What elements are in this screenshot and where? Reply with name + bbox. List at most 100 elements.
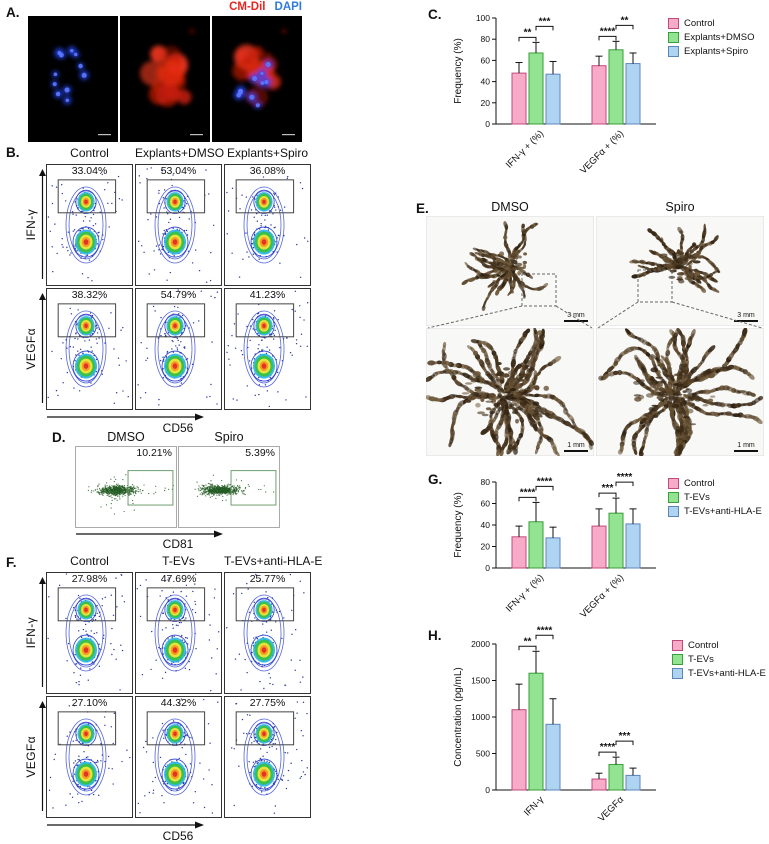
explant-image: 3 mm	[426, 216, 594, 326]
scale-text: 3 mm	[737, 312, 755, 319]
fluorescence-image-dapi	[28, 16, 118, 142]
scale-bar: 3 mm	[734, 312, 758, 322]
gate-percentage: 41.23%	[249, 289, 286, 301]
chart-g: 0 20 40 60 80 Frequency (%) IFN-γ + (%) **** ***…	[420, 470, 769, 626]
column-title: Explants+DMSO	[135, 146, 225, 160]
panel-label-g: G.	[428, 472, 443, 487]
y-axis-vegfa: VEGFα	[24, 696, 46, 818]
gate-percentage: 53.04%	[160, 165, 197, 177]
gate-percentage: 47.69%	[160, 573, 197, 585]
legend-label: Explants+DMSO	[684, 32, 755, 43]
chart-c: 0 20 40 60 80 100 Frequency (%) IFN-γ + (%) ** **…	[420, 4, 769, 186]
explant-canvas	[596, 216, 764, 326]
flow-plot-canvas	[224, 572, 311, 694]
x-axis-label: CD56	[162, 421, 194, 435]
svg-text:***: ***	[539, 16, 551, 27]
legend-label: T-EVs	[688, 654, 714, 665]
fluorescence-image-cmdil	[120, 16, 210, 142]
y-axis-ifn: IFN-γ	[24, 164, 46, 286]
x-axis-label: CD56	[162, 829, 194, 843]
y-axis-ifn: IFN-γ	[24, 572, 46, 694]
dot-plot: 10.21%	[75, 446, 177, 528]
y-axis-arrow-icon	[39, 293, 46, 403]
legend-label: T-EVs	[684, 492, 710, 503]
scale-text: 3 mm	[567, 312, 585, 319]
panel-d-dotplots: DMSO Spiro 10.21% 5.39% CD81	[40, 430, 292, 555]
svg-text:VEGFα + (%): VEGFα + (%)	[578, 128, 626, 176]
legend-item: Explants+Spiro	[668, 46, 755, 57]
legend-label: Control	[684, 18, 715, 29]
gate-percentage: 25.77%	[249, 573, 286, 585]
legend-c: Control Explants+DMSO Explants+Spiro	[668, 18, 755, 57]
scale-text: 1 mm	[567, 442, 585, 449]
flow-plot: 25.77%	[224, 572, 311, 694]
legend-label: Explants+Spiro	[684, 46, 749, 57]
gate-percentage: 54.79%	[160, 289, 197, 301]
explant-canvas	[596, 328, 764, 456]
legend-swatch	[668, 478, 679, 489]
legend-item: Explants+DMSO	[668, 32, 755, 43]
gate-percentage: 27.10%	[71, 697, 108, 709]
legend-item: T-EVs+anti-HLA-E	[672, 668, 766, 679]
chart-h: 0 500 1000 1500 2000 Concentration (pg/mL) IFN…	[420, 624, 769, 840]
legend-swatch	[668, 506, 679, 517]
scale-bar: 1 mm	[564, 442, 588, 452]
legend-g: Control T-EVs T-EVs+anti-HLA-E	[668, 478, 762, 517]
gate-percentage: 38.32%	[71, 289, 108, 301]
legend-swatch	[668, 32, 679, 43]
x-axis-arrow-icon	[47, 413, 204, 421]
x-axis-arrow-icon	[76, 530, 223, 538]
stain-legend: CM-Dil DAPI	[160, 1, 302, 13]
flow-plot-canvas	[46, 164, 133, 286]
column-title: T-EVs+anti-HLA-E	[224, 554, 323, 568]
column-title: DMSO	[107, 430, 145, 444]
svg-text:****: ****	[600, 26, 616, 37]
dot-plot-canvas	[178, 446, 280, 528]
gate-percentage: 44.32%	[160, 697, 197, 709]
flow-plot: 38.32%	[46, 288, 133, 410]
y-axis-vegfa: VEGFα	[24, 288, 46, 410]
gate-percentage: 36.08%	[249, 165, 286, 177]
row-label-vegfa: VEGFα	[24, 736, 38, 778]
column-title: Control	[70, 554, 109, 568]
gate-percentage: 5.39%	[245, 447, 275, 459]
svg-text:80: 80	[481, 34, 491, 44]
column-title: Spiro	[665, 200, 695, 214]
legend-swatch	[672, 640, 683, 651]
legend-swatch	[672, 668, 683, 679]
cm-dil-label: CM-Dil	[229, 1, 266, 13]
legend-h: Control T-EVs T-EVs+anti-HLA-E	[672, 640, 766, 679]
panel-f-flow: Control T-EVs T-EVs+anti-HLA-E IFN-γ VEG…	[24, 554, 336, 844]
column-title: Explants+Spiro	[226, 146, 309, 160]
flow-plot-canvas	[46, 696, 133, 818]
flow-plot: 53.04%	[135, 164, 222, 286]
panel-label-h: H.	[428, 628, 442, 643]
legend-label: T-EVs+anti-HLA-E	[688, 668, 766, 679]
legend-item: Control	[672, 640, 766, 651]
svg-text:0: 0	[485, 119, 490, 129]
legend-swatch	[668, 46, 679, 57]
panel-label-c: C.	[428, 7, 442, 22]
flow-plot: 33.04%	[46, 164, 133, 286]
gate-percentage: 33.04%	[71, 165, 108, 177]
legend-label: Control	[684, 478, 715, 489]
legend-swatch	[668, 492, 679, 503]
legend-item: T-EVs	[672, 654, 766, 665]
flow-plot: 36.08%	[224, 164, 311, 286]
flow-plot-canvas	[46, 288, 133, 410]
x-axis-label: CD81	[162, 537, 194, 551]
scale-text: 1 mm	[737, 442, 755, 449]
panel-b-flow: Control Explants+DMSO Explants+Spiro IFN…	[24, 146, 336, 438]
column-title: T-EVs	[162, 554, 195, 568]
legend-item: T-EVs	[668, 492, 762, 503]
flow-plot-canvas	[135, 288, 222, 410]
svg-text:IFN-γ + (%): IFN-γ + (%)	[504, 128, 546, 170]
row-label-ifn: IFN-γ	[24, 209, 38, 241]
x-axis-arrow-icon	[47, 821, 204, 829]
gate-percentage: 27.75%	[249, 697, 286, 709]
flow-plot: 44.32%	[135, 696, 222, 818]
flow-plot-canvas	[135, 164, 222, 286]
explant-canvas	[426, 216, 594, 326]
